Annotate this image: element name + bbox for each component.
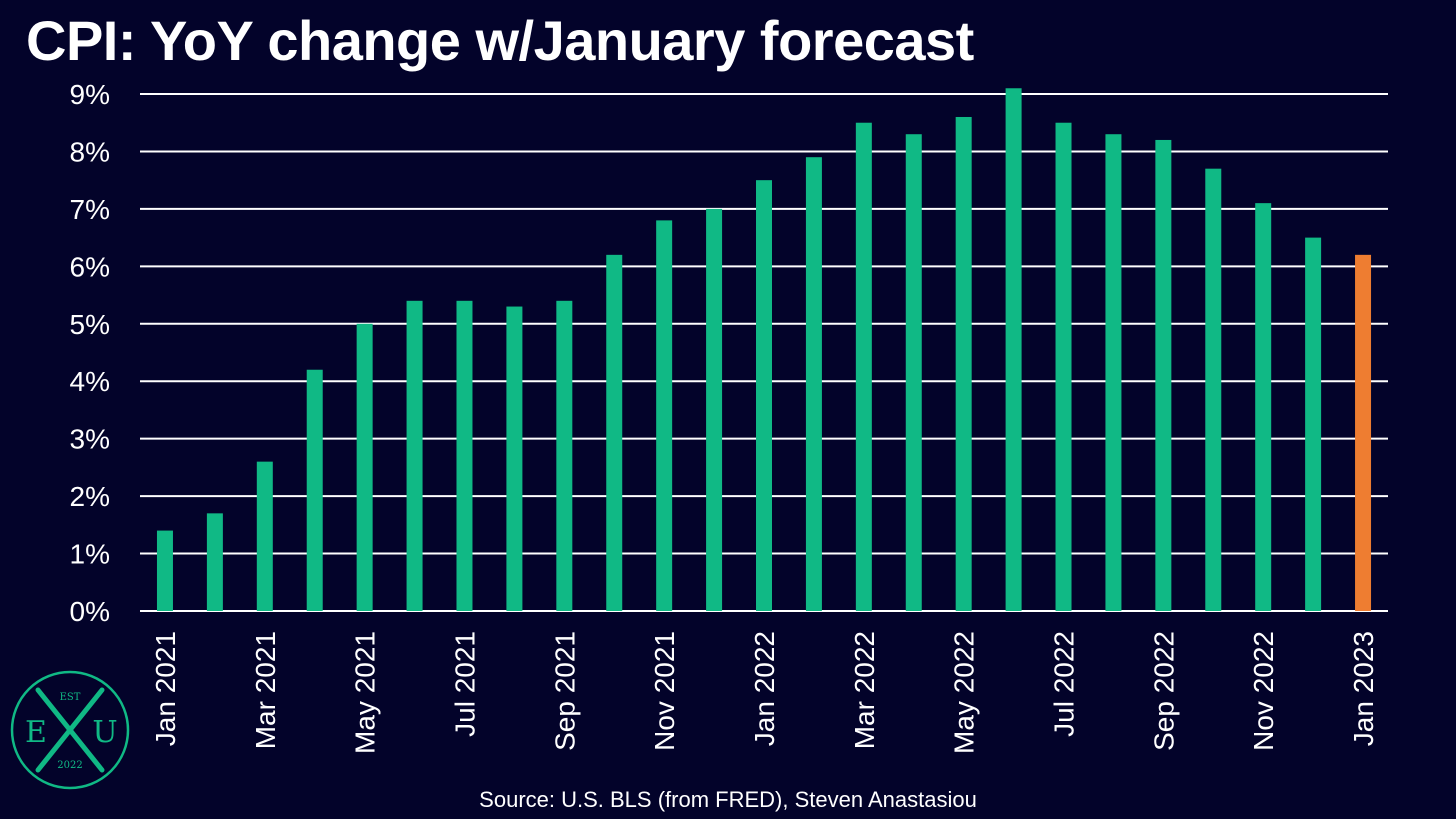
x-tick-label: Mar 2021	[250, 631, 281, 749]
bar	[256, 461, 273, 611]
bar	[706, 208, 723, 611]
bar	[606, 254, 623, 611]
bar	[456, 300, 473, 611]
bar	[1055, 122, 1072, 611]
bar	[406, 300, 423, 611]
bar	[506, 306, 523, 611]
y-tick-label: 2%	[70, 481, 110, 512]
y-tick-label: 3%	[70, 424, 110, 455]
y-tick-label: 5%	[70, 309, 110, 340]
bar	[306, 369, 323, 611]
bar	[1305, 237, 1322, 611]
y-tick-label: 6%	[70, 251, 110, 282]
bar	[756, 180, 772, 611]
bar	[1255, 203, 1272, 611]
bar	[1155, 139, 1172, 611]
logo-right-letter: U	[92, 715, 117, 750]
y-tick-label: 1%	[70, 539, 110, 570]
x-tick-label: May 2022	[949, 631, 980, 754]
bar	[1005, 88, 1022, 611]
y-tick-label: 8%	[70, 136, 110, 167]
logo-top-text: EST	[60, 692, 81, 703]
y-axis-ticks: 0% 1% 2% 3% 4% 5% 6% 7% 8% 9%	[70, 79, 110, 627]
x-tick-label: May 2021	[350, 631, 381, 754]
y-tick-label: 7%	[70, 194, 110, 225]
y-tick-label: 9%	[70, 79, 110, 110]
x-tick-label: Jan 2023	[1348, 631, 1379, 746]
bar	[1205, 168, 1222, 611]
forecast-bar	[1355, 254, 1372, 611]
bar	[955, 116, 972, 611]
logo-bottom-text: 2022	[57, 760, 82, 771]
bar	[656, 220, 673, 611]
x-tick-label: Nov 2021	[649, 631, 680, 751]
x-axis-ticks: Jan 2021 Mar 2021 May 2021 Jul 2021 Sep 2021…	[150, 631, 1379, 754]
x-tick-label: Jan 2022	[749, 631, 780, 746]
source-note: Source: U.S. BLS (from FRED), Steven Ana…	[479, 787, 977, 812]
x-tick-label: Sep 2022	[1148, 631, 1179, 751]
x-tick-label: Sep 2021	[549, 631, 580, 751]
logo-left-letter: E	[25, 715, 47, 750]
y-tick-label: 0%	[70, 596, 110, 627]
y-tick-label: 4%	[70, 366, 110, 397]
x-tick-label: Mar 2022	[849, 631, 880, 749]
bar	[855, 122, 872, 611]
bar	[556, 300, 573, 611]
bars	[156, 88, 1372, 611]
x-tick-label: Jan 2021	[150, 631, 181, 746]
bar	[905, 134, 922, 611]
chart-title: CPI: YoY change w/January forecast	[26, 9, 974, 72]
bar	[156, 530, 173, 611]
bar	[206, 513, 223, 611]
x-tick-label: Nov 2022	[1248, 631, 1279, 751]
x-tick-label: Jul 2021	[449, 631, 480, 737]
exu-logo: EST E U 2022	[8, 668, 132, 797]
bar	[356, 323, 373, 611]
x-tick-label: Jul 2022	[1049, 631, 1080, 737]
bar	[1105, 134, 1122, 611]
bar	[805, 157, 822, 611]
